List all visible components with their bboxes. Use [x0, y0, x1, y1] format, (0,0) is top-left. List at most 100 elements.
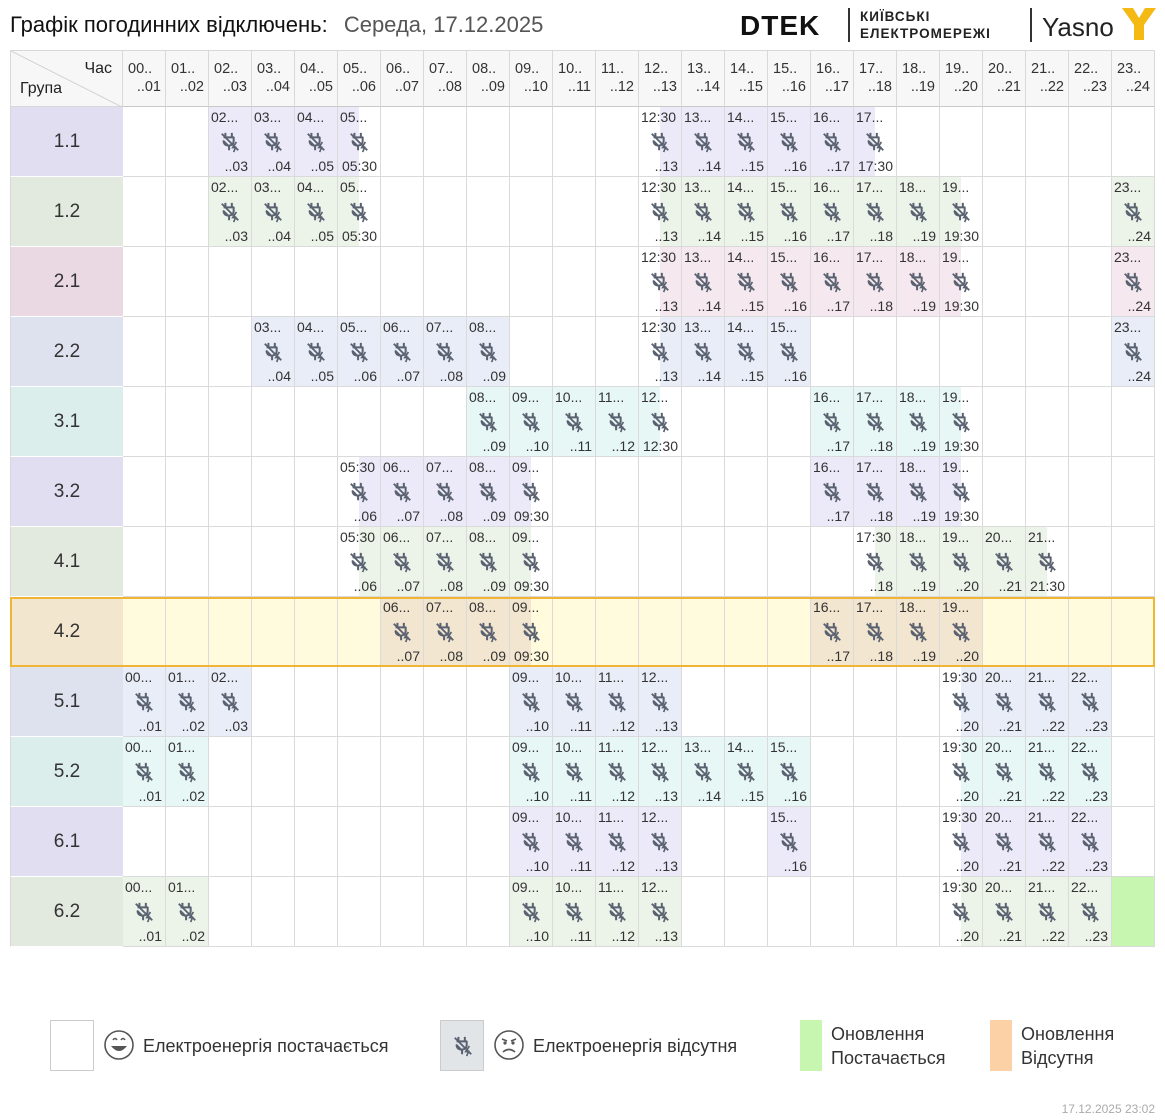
schedule-cell[interactable] [983, 177, 1026, 247]
outage-cell[interactable]: 12... 12:30 [639, 387, 682, 457]
schedule-cell[interactable] [166, 177, 209, 247]
schedule-cell[interactable] [338, 667, 381, 737]
outage-cell[interactable]: 10... ..11 [553, 387, 596, 457]
schedule-cell[interactable] [381, 247, 424, 317]
outage-cell[interactable]: 06... ..07 [381, 597, 424, 667]
schedule-cell[interactable] [553, 527, 596, 597]
schedule-cell[interactable] [1112, 737, 1155, 807]
schedule-cell[interactable] [983, 597, 1026, 667]
schedule-cell[interactable] [123, 177, 166, 247]
schedule-cell[interactable] [768, 527, 811, 597]
outage-cell[interactable]: 14... ..15 [725, 247, 768, 317]
schedule-cell[interactable] [209, 807, 252, 877]
outage-cell[interactable]: 12... ..13 [639, 667, 682, 737]
outage-cell[interactable]: 21... ..22 [1026, 667, 1069, 737]
outage-cell[interactable]: 18... ..19 [897, 597, 940, 667]
schedule-cell[interactable] [596, 107, 639, 177]
schedule-cell[interactable] [424, 807, 467, 877]
outage-cell[interactable]: 22... ..23 [1069, 877, 1112, 947]
schedule-cell[interactable] [725, 387, 768, 457]
schedule-cell[interactable] [338, 247, 381, 317]
schedule-cell[interactable] [467, 737, 510, 807]
schedule-cell[interactable] [725, 597, 768, 667]
schedule-cell[interactable] [123, 317, 166, 387]
outage-cell[interactable]: 12... ..13 [639, 807, 682, 877]
outage-cell[interactable]: 06... ..07 [381, 527, 424, 597]
outage-cell[interactable]: 09... ..10 [510, 807, 553, 877]
schedule-cell[interactable] [725, 527, 768, 597]
schedule-cell[interactable] [1069, 247, 1112, 317]
outage-cell[interactable]: 19... 19:30 [940, 177, 983, 247]
outage-cell[interactable]: 15... ..16 [768, 177, 811, 247]
outage-cell[interactable]: 19... 19:30 [940, 387, 983, 457]
schedule-cell[interactable] [725, 807, 768, 877]
schedule-cell[interactable] [553, 317, 596, 387]
schedule-cell[interactable] [725, 667, 768, 737]
schedule-cell[interactable] [811, 877, 854, 947]
schedule-cell[interactable] [338, 597, 381, 667]
outage-cell[interactable]: 14... ..15 [725, 177, 768, 247]
schedule-cell[interactable] [768, 387, 811, 457]
schedule-cell[interactable] [1112, 597, 1155, 667]
outage-cell[interactable]: 07... ..08 [424, 597, 467, 667]
outage-cell[interactable]: 09... ..10 [510, 737, 553, 807]
group-label-2-2[interactable]: 2.2 [10, 317, 123, 387]
outage-cell[interactable]: 10... ..11 [553, 737, 596, 807]
group-label-4-2[interactable]: 4.2 [10, 597, 123, 667]
outage-cell[interactable]: 05... 05:30 [338, 177, 381, 247]
schedule-cell[interactable] [467, 107, 510, 177]
schedule-cell[interactable] [983, 317, 1026, 387]
schedule-cell[interactable] [811, 737, 854, 807]
outage-cell[interactable]: 10... ..11 [553, 667, 596, 737]
schedule-cell[interactable] [897, 667, 940, 737]
outage-cell[interactable]: 04... ..05 [295, 107, 338, 177]
schedule-cell[interactable] [1026, 387, 1069, 457]
schedule-cell[interactable] [682, 667, 725, 737]
schedule-cell[interactable] [983, 107, 1026, 177]
schedule-cell[interactable] [252, 877, 295, 947]
group-label-6-2[interactable]: 6.2 [10, 877, 123, 947]
schedule-cell[interactable] [295, 667, 338, 737]
outage-cell[interactable]: 06... ..07 [381, 317, 424, 387]
outage-cell[interactable]: 17... ..18 [854, 247, 897, 317]
schedule-cell[interactable] [1112, 667, 1155, 737]
group-label-4-1[interactable]: 4.1 [10, 527, 123, 597]
schedule-cell[interactable] [381, 737, 424, 807]
outage-cell[interactable]: 22... ..23 [1069, 807, 1112, 877]
outage-cell[interactable]: 11... ..12 [596, 807, 639, 877]
outage-cell[interactable]: 16... ..17 [811, 457, 854, 527]
schedule-cell[interactable] [295, 387, 338, 457]
outage-cell[interactable]: 01... ..02 [166, 667, 209, 737]
outage-cell[interactable]: 05:30 ..06 [338, 527, 381, 597]
schedule-cell[interactable] [252, 597, 295, 667]
outage-cell[interactable]: 13... ..14 [682, 177, 725, 247]
schedule-cell[interactable] [768, 667, 811, 737]
outage-cell[interactable]: 09... ..10 [510, 667, 553, 737]
schedule-cell[interactable] [338, 877, 381, 947]
schedule-cell[interactable] [209, 737, 252, 807]
schedule-cell[interactable] [854, 317, 897, 387]
schedule-cell[interactable] [209, 877, 252, 947]
schedule-cell[interactable] [209, 317, 252, 387]
schedule-cell[interactable] [639, 527, 682, 597]
schedule-cell[interactable] [424, 107, 467, 177]
schedule-cell[interactable] [897, 807, 940, 877]
schedule-cell[interactable] [983, 387, 1026, 457]
schedule-cell[interactable] [768, 877, 811, 947]
schedule-cell[interactable] [510, 177, 553, 247]
schedule-cell[interactable] [854, 877, 897, 947]
schedule-cell[interactable] [252, 527, 295, 597]
outage-cell[interactable]: 15... ..16 [768, 247, 811, 317]
outage-cell[interactable]: 16... ..17 [811, 177, 854, 247]
schedule-cell[interactable] [381, 107, 424, 177]
outage-cell[interactable]: 16... ..17 [811, 387, 854, 457]
schedule-cell[interactable] [510, 247, 553, 317]
schedule-cell[interactable] [424, 387, 467, 457]
schedule-cell[interactable] [338, 807, 381, 877]
outage-cell[interactable]: 14... ..15 [725, 107, 768, 177]
outage-cell[interactable]: 02... ..03 [209, 107, 252, 177]
outage-cell[interactable]: 01... ..02 [166, 737, 209, 807]
schedule-cell[interactable] [252, 737, 295, 807]
outage-cell[interactable]: 19... 19:30 [940, 457, 983, 527]
schedule-cell[interactable] [295, 597, 338, 667]
